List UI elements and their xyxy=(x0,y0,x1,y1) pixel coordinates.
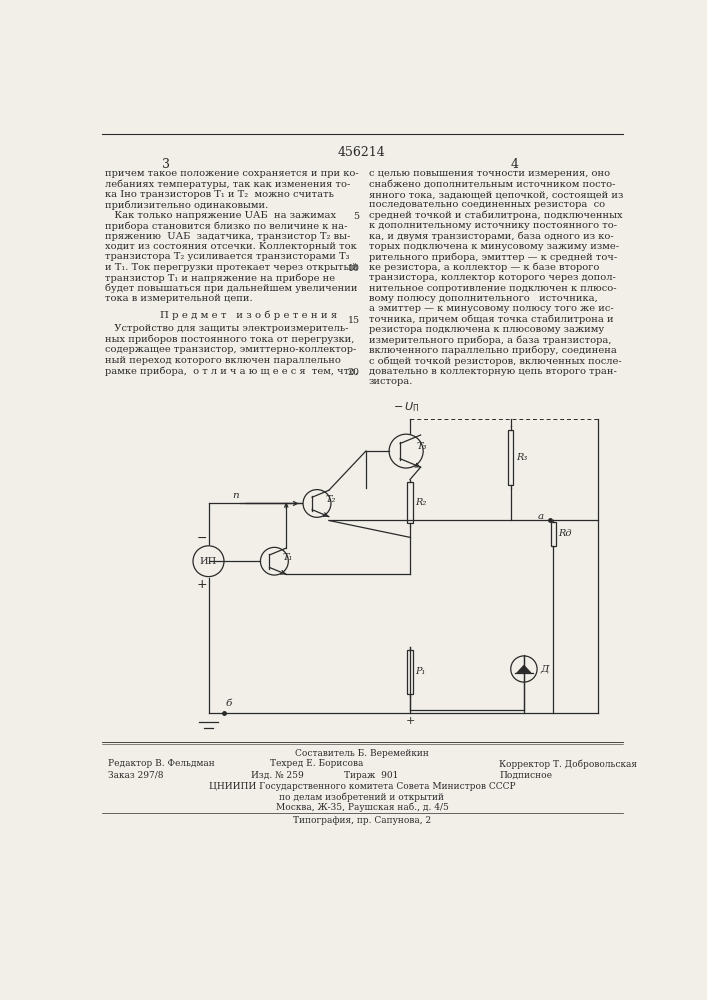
Text: n: n xyxy=(233,491,239,500)
Text: к дополнительному источнику постоянного то-: к дополнительному источнику постоянного … xyxy=(369,221,617,230)
Text: прибора становится близко по величине к на-: прибора становится близко по величине к … xyxy=(105,221,348,231)
Text: −: − xyxy=(197,532,208,545)
Text: ЦНИИПИ Государственного комитета Совета Министров СССР: ЦНИИПИ Государственного комитета Совета … xyxy=(209,782,515,791)
Bar xyxy=(407,482,413,523)
Text: Изд. № 259: Изд. № 259 xyxy=(251,771,304,780)
Text: резистора подключена к плюсовому зажиму: резистора подключена к плюсовому зажиму xyxy=(369,325,604,334)
Text: Rд: Rд xyxy=(559,529,572,538)
Text: Редактор В. Фельдман: Редактор В. Фельдман xyxy=(107,759,214,768)
Text: ИП: ИП xyxy=(200,557,217,566)
Text: Москва, Ж-35, Раушская наб., д. 4/5: Москва, Ж-35, Раушская наб., д. 4/5 xyxy=(276,802,448,812)
Text: 4: 4 xyxy=(510,158,519,172)
Text: P₁: P₁ xyxy=(415,667,426,676)
Text: ка, и двумя транзисторами, база одного из ко-: ка, и двумя транзисторами, база одного и… xyxy=(369,232,614,241)
Text: с целью повышения точности измерения, оно: с целью повышения точности измерения, он… xyxy=(369,169,610,178)
Text: ный переход которого включен параллельно: ный переход которого включен параллельно xyxy=(105,356,341,365)
Text: 15: 15 xyxy=(348,316,360,325)
Text: содержащее транзистор, эмиттерно-коллектор-: содержащее транзистор, эмиттерно-коллект… xyxy=(105,345,357,354)
Text: средней точкой и стабилитрона, подключенных: средней точкой и стабилитрона, подключен… xyxy=(369,211,623,220)
Text: б: б xyxy=(226,699,232,708)
Text: транзистора T₂ усиливается транзисторами T₃: транзистора T₂ усиливается транзисторами… xyxy=(105,252,350,261)
Polygon shape xyxy=(517,665,531,673)
Text: R₃: R₃ xyxy=(516,453,527,462)
Text: вому полюсу дополнительного   источника,: вому полюсу дополнительного источника, xyxy=(369,294,597,303)
Text: T₂: T₂ xyxy=(325,495,336,504)
Text: Техред Е. Борисова: Техред Е. Борисова xyxy=(270,759,363,768)
Text: включенного параллельно прибору, соединена: включенного параллельно прибору, соедине… xyxy=(369,346,617,355)
Text: а эмиттер — к минусовому полюсу того же ис-: а эмиттер — к минусовому полюсу того же … xyxy=(369,304,614,313)
Text: R₂: R₂ xyxy=(415,498,426,507)
Text: 3: 3 xyxy=(162,158,170,172)
Text: Типография, пр. Сапунова, 2: Типография, пр. Сапунова, 2 xyxy=(293,816,431,825)
Text: рамке прибора,  о т л и ч а ю щ е е с я  тем, что,: рамке прибора, о т л и ч а ю щ е е с я т… xyxy=(105,366,358,376)
Text: П р е д м е т   и з о б р е т е н и я: П р е д м е т и з о б р е т е н и я xyxy=(160,311,337,320)
Text: снабжено дополнительным источником посто-: снабжено дополнительным источником посто… xyxy=(369,180,615,189)
Bar xyxy=(508,430,513,485)
Text: по делам изобретений и открытий: по делам изобретений и открытий xyxy=(279,792,445,802)
Text: Подписное: Подписное xyxy=(499,771,552,780)
Text: транзистор T₁ и напряжение на приборе не: транзистор T₁ и напряжение на приборе не xyxy=(105,273,336,283)
Text: 456214: 456214 xyxy=(338,146,386,159)
Text: 20: 20 xyxy=(348,368,360,377)
Text: Как только напряжение UАБ  на зажимах: Как только напряжение UАБ на зажимах xyxy=(105,211,337,220)
Text: янного тока, задающей цепочкой, состоящей из: янного тока, задающей цепочкой, состояще… xyxy=(369,190,624,199)
Text: Д: Д xyxy=(540,665,549,674)
Text: последовательно соединенных резистора  со: последовательно соединенных резистора со xyxy=(369,200,605,209)
Text: причем такое положение сохраняется и при ко-: причем такое положение сохраняется и при… xyxy=(105,169,359,178)
Text: +: + xyxy=(405,716,415,726)
Text: пряжению  UАБ  задатчика, транзистор T₂ вы-: пряжению UАБ задатчика, транзистор T₂ вы… xyxy=(105,232,351,241)
Text: точника, причем общая точка стабилитрона и: точника, причем общая точка стабилитрона… xyxy=(369,315,614,324)
Text: с общей точкой резисторов, включенных после-: с общей точкой резисторов, включенных по… xyxy=(369,356,621,366)
Text: $-\,U_{\Pi}$: $-\,U_{\Pi}$ xyxy=(393,400,419,414)
Text: Устройство для защиты электроизмеритель-: Устройство для защиты электроизмеритель- xyxy=(105,324,349,333)
Text: рительного прибора, эмиттер — к средней точ-: рительного прибора, эмиттер — к средней … xyxy=(369,252,617,262)
Text: довательно в коллекторную цепь второго тран-: довательно в коллекторную цепь второго т… xyxy=(369,367,617,376)
Text: 5: 5 xyxy=(354,212,360,221)
Text: торых подключена к минусовому зажиму изме-: торых подключена к минусовому зажиму изм… xyxy=(369,242,619,251)
Text: ных приборов постоянного тока от перегрузки,: ных приборов постоянного тока от перегру… xyxy=(105,335,355,344)
Text: ходит из состояния отсечки. Коллекторный ток: ходит из состояния отсечки. Коллекторный… xyxy=(105,242,357,251)
Text: нительное сопротивление подключен к плюсо-: нительное сопротивление подключен к плюс… xyxy=(369,284,617,293)
Text: транзистора, коллектор которого через допол-: транзистора, коллектор которого через до… xyxy=(369,273,616,282)
Text: a: a xyxy=(537,512,543,521)
Text: тока в измерительной цепи.: тока в измерительной цепи. xyxy=(105,294,253,303)
Text: будет повышаться при дальнейшем увеличении: будет повышаться при дальнейшем увеличен… xyxy=(105,284,358,293)
Bar xyxy=(407,650,413,694)
Text: 10: 10 xyxy=(348,264,360,273)
Text: ке резистора, а коллектор — к базе второго: ке резистора, а коллектор — к базе второ… xyxy=(369,263,600,272)
Text: Корректор Т. Добровольская: Корректор Т. Добровольская xyxy=(499,759,637,769)
Text: +: + xyxy=(197,578,208,591)
Text: зистора.: зистора. xyxy=(369,377,414,386)
Text: ка Iно транзисторов T₁ и T₂  можно считать: ка Iно транзисторов T₁ и T₂ можно считат… xyxy=(105,190,334,199)
Bar xyxy=(551,522,556,546)
Text: T₁: T₁ xyxy=(283,553,293,562)
Text: и T₁. Ток перегрузки протекает через открытый: и T₁. Ток перегрузки протекает через отк… xyxy=(105,263,358,272)
Text: T₃: T₃ xyxy=(416,442,427,451)
Text: Заказ 297/8: Заказ 297/8 xyxy=(107,771,163,780)
Text: лебаниях температуры, так как изменения то-: лебаниях температуры, так как изменения … xyxy=(105,180,351,189)
Text: Составитель Б. Веремейкин: Составитель Б. Веремейкин xyxy=(295,749,429,758)
Text: измерительного прибора, а база транзистора,: измерительного прибора, а база транзисто… xyxy=(369,336,612,345)
Text: Тираж  901: Тираж 901 xyxy=(344,771,399,780)
Text: приблизительно одинаковыми.: приблизительно одинаковыми. xyxy=(105,200,269,210)
